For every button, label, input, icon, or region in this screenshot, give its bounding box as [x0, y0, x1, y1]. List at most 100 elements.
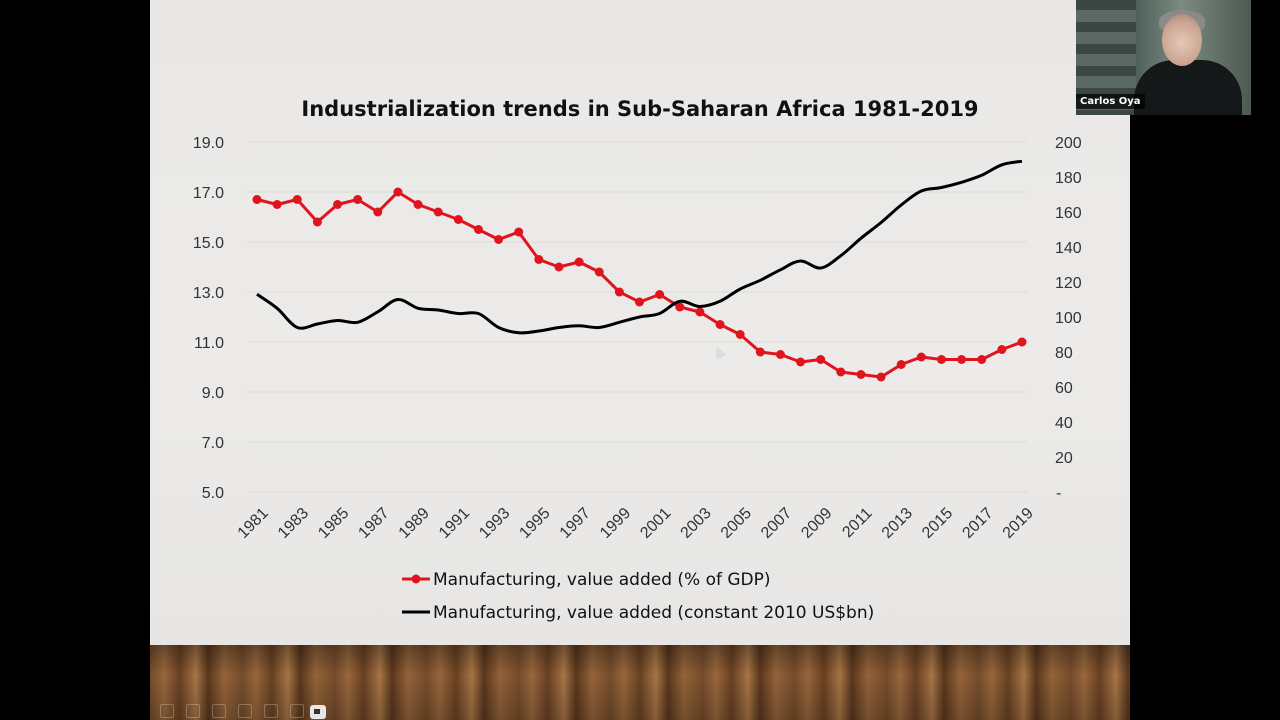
data-point-gdp-share: [695, 307, 705, 317]
left-axis-tick-label: 19.0: [193, 135, 224, 152]
right-axis-ticks: 200 180 160 140 120 100 80 60 40 20 -: [1055, 135, 1082, 502]
data-point-gdp-share: [393, 187, 403, 197]
data-point-gdp-share: [514, 227, 524, 237]
chart-legend: Manufacturing, value added (% of GDP) Ma…: [402, 570, 874, 623]
x-axis-tick-label: 2019: [1000, 505, 1037, 542]
data-point-gdp-share: [997, 345, 1007, 354]
previous-slide-icon[interactable]: [160, 704, 174, 718]
more-options-icon[interactable]: [290, 704, 304, 718]
right-axis-tick-label: 20: [1055, 450, 1073, 467]
participant-name-label: Carlos Oya: [1076, 94, 1145, 109]
data-point-gdp-share: [312, 217, 322, 227]
data-point-gdp-share: [272, 200, 282, 209]
left-axis-tick-label: 11.0: [194, 335, 224, 352]
right-axis-tick-label: 160: [1055, 205, 1082, 222]
left-axis-tick-label: 5.0: [202, 485, 224, 502]
data-point-gdp-share: [473, 225, 483, 234]
right-axis-tick-label: 120: [1055, 275, 1082, 292]
x-axis-tick-label: 2001: [637, 505, 674, 542]
data-point-gdp-share: [574, 257, 584, 267]
data-point-gdp-share: [594, 267, 604, 277]
zoom-icon[interactable]: [264, 704, 278, 718]
left-axis-tick-label: 15.0: [193, 235, 224, 252]
chart-title: Industrialization trends in Sub-Saharan …: [301, 97, 978, 121]
data-point-gdp-share: [534, 255, 544, 264]
participant-body: [1134, 60, 1242, 115]
right-axis-tick-label: 100: [1055, 310, 1082, 327]
data-point-gdp-share: [453, 215, 463, 224]
data-point-gdp-share: [856, 370, 866, 379]
data-point-gdp-share: [292, 195, 302, 204]
legend-entry-gdp-share: Manufacturing, value added (% of GDP): [402, 570, 771, 590]
right-axis-tick-label: 80: [1055, 345, 1073, 362]
x-axis-tick-label: 2017: [959, 505, 996, 542]
slides-grid-icon[interactable]: [238, 704, 252, 718]
participant-video-tile[interactable]: Carlos Oya: [1076, 0, 1251, 115]
right-axis-tick-label: 180: [1055, 170, 1082, 187]
data-point-gdp-share: [977, 355, 987, 364]
x-axis-tick-label: 1993: [476, 505, 513, 542]
right-axis-tick-label: -: [1056, 485, 1061, 502]
x-axis-tick-label: 2015: [919, 505, 956, 542]
pen-icon[interactable]: [212, 704, 226, 718]
right-axis-tick-label: 40: [1055, 415, 1073, 432]
right-axis-tick-label: 60: [1055, 380, 1073, 397]
presentation-toolbar: [150, 700, 410, 720]
data-point-gdp-share: [614, 287, 624, 297]
data-point-gdp-share: [554, 262, 564, 272]
left-axis-tick-label: 13.0: [193, 285, 224, 302]
x-axis-tick-label: 1987: [355, 505, 392, 542]
data-point-gdp-share: [1017, 337, 1027, 347]
legend-entry-constant-usd: Manufacturing, value added (constant 201…: [402, 603, 874, 623]
next-slide-icon[interactable]: [186, 704, 200, 718]
x-axis-tick-label: 1981: [235, 505, 272, 542]
left-axis-tick-label: 17.0: [193, 185, 224, 202]
x-axis-tick-label: 2005: [718, 505, 755, 542]
data-point-gdp-share: [635, 297, 644, 307]
chart-series: [252, 159, 1027, 382]
video-camera-icon[interactable]: [310, 705, 326, 719]
data-point-gdp-share: [796, 357, 806, 367]
x-axis-tick-label: 1995: [516, 505, 553, 542]
data-point-gdp-share: [896, 360, 906, 369]
data-point-gdp-share: [775, 350, 785, 359]
data-point-gdp-share: [252, 195, 262, 204]
right-axis-tick-label: 200: [1055, 135, 1082, 152]
series-line-constant-usd: [256, 159, 1023, 335]
x-axis-tick-label: 1985: [315, 505, 352, 542]
legend-label-constant-usd: Manufacturing, value added (constant 201…: [433, 603, 874, 623]
x-axis-tick-label: 1999: [597, 505, 634, 542]
presentation-slide: Industrialization trends in Sub-Saharan …: [150, 0, 1130, 645]
legend-label-gdp-share: Manufacturing, value added (% of GDP): [433, 570, 771, 590]
data-point-gdp-share: [916, 352, 926, 362]
x-axis-tick-label: 2009: [798, 505, 835, 542]
x-axis-ticks: 1981 1983 1985 1987 1989 1991 1993 1995 1997 1999…: [235, 505, 1037, 542]
data-point-gdp-share: [936, 355, 946, 364]
industrialization-chart: Industrialization trends in Sub-Saharan …: [193, 97, 1082, 623]
data-point-gdp-share: [413, 200, 423, 209]
x-axis-tick-label: 1997: [557, 505, 594, 542]
x-axis-tick-label: 2013: [879, 505, 916, 542]
x-axis-tick-label: 2007: [758, 505, 795, 542]
x-axis-tick-label: 1991: [436, 505, 473, 542]
data-point-gdp-share: [373, 207, 383, 217]
x-axis-tick-label: 1983: [275, 505, 312, 542]
series-line-gdp-share: [256, 190, 1023, 379]
participant-head: [1162, 14, 1202, 66]
left-axis-ticks: 19.0 17.0 15.0 13.0 11.0 9.0 7.0 5.0: [193, 135, 224, 502]
data-point-gdp-share: [433, 207, 443, 217]
left-axis-tick-label: 7.0: [202, 435, 224, 452]
data-point-gdp-share: [816, 355, 826, 364]
chart-gridlines: [247, 141, 1027, 493]
right-axis-tick-label: 140: [1055, 240, 1082, 257]
data-point-gdp-share: [876, 372, 886, 382]
legend-marker-gdp-share: [411, 574, 421, 584]
left-axis-tick-label: 9.0: [202, 385, 224, 402]
data-point-gdp-share: [655, 290, 665, 299]
data-point-gdp-share: [957, 355, 967, 364]
data-point-gdp-share: [735, 330, 745, 339]
data-point-gdp-share: [755, 347, 765, 357]
data-point-gdp-share: [494, 235, 504, 244]
data-point-gdp-share: [353, 195, 363, 204]
x-axis-tick-label: 2011: [839, 505, 875, 541]
